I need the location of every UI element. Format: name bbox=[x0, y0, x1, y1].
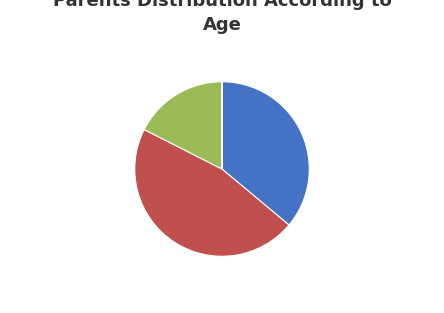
Wedge shape bbox=[144, 82, 222, 169]
Wedge shape bbox=[135, 130, 289, 256]
Wedge shape bbox=[222, 82, 309, 225]
Title: Parents Distribution According to
Age: Parents Distribution According to Age bbox=[53, 0, 391, 33]
